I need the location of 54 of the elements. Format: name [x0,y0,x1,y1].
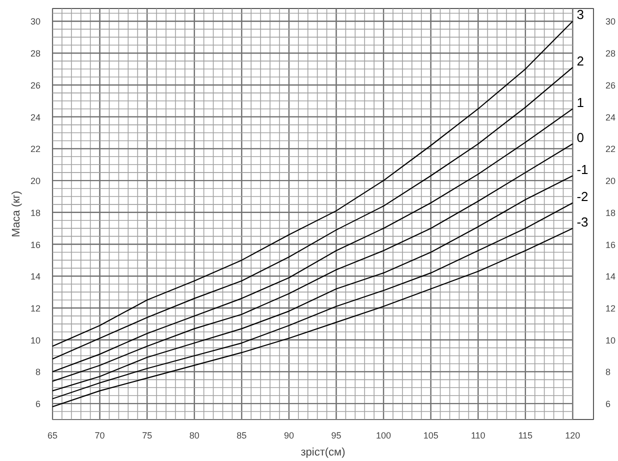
y2-tick-label: 12 [606,303,616,314]
y2-tick-label: 16 [606,240,616,250]
x-tick-label: 100 [376,430,392,440]
y2-tick-label: 22 [606,144,616,154]
series-label: 3 [576,7,584,22]
series-label: 2 [576,53,584,68]
series-label: 0 [576,130,584,145]
x-tick-label: 80 [189,430,200,440]
line-series [52,143,574,382]
y-tick-label: 28 [30,48,41,59]
x-tick-label: 95 [331,430,342,440]
line-series [52,66,574,360]
y2-tick-label: 26 [606,80,616,90]
series-label: 1 [576,94,584,110]
y2-tick-label: 28 [606,48,616,59]
line-series [52,202,574,400]
series-label: -1 [576,162,588,177]
series-label: -3 [576,214,588,230]
y2-tick-label: 8 [606,367,611,378]
x-tick-label: 110 [470,430,486,440]
y2-tick-label: 30 [606,16,616,27]
x-tick-label: 120 [565,430,580,440]
x-tick-label: 105 [423,430,438,440]
x-tick-label: 75 [142,430,152,440]
y-tick-label: 22 [30,144,41,154]
y2-tick-label: 14 [606,272,616,282]
y-tick-label: 14 [30,272,41,282]
x-tick-label: 115 [518,430,533,440]
line-series [52,228,574,408]
y-tick-label: 26 [30,80,41,90]
y2-tick-label: 18 [606,208,616,218]
y-tick-label: 20 [30,176,41,186]
x-tick-label: 65 [47,430,58,440]
x-axis-title: зріст(см) [300,446,346,458]
x-tick-label: 70 [94,430,105,440]
y2-tick-label: 20 [606,176,616,186]
y2-tick-label: 24 [606,112,616,122]
y-tick-label: 30 [30,16,41,27]
y-tick-label: 8 [35,367,41,378]
line-series [52,108,574,372]
y-tick-label: 16 [30,240,41,250]
line-series [52,20,574,347]
y2-tick-label: 10 [606,335,616,346]
y-axis-title: Маса (кг) [10,190,22,238]
y-tick-label: 12 [30,303,41,314]
y-tick-label: 24 [30,112,41,122]
series-label: -2 [576,188,588,204]
line-series [52,175,574,392]
y-tick-label: 18 [30,208,41,218]
y-tick-label: 6 [35,399,41,410]
y-tick-label: 10 [30,335,41,346]
x-tick-label: 90 [284,430,294,440]
y2-tick-label: 6 [606,399,611,410]
x-tick-label: 85 [236,430,247,440]
